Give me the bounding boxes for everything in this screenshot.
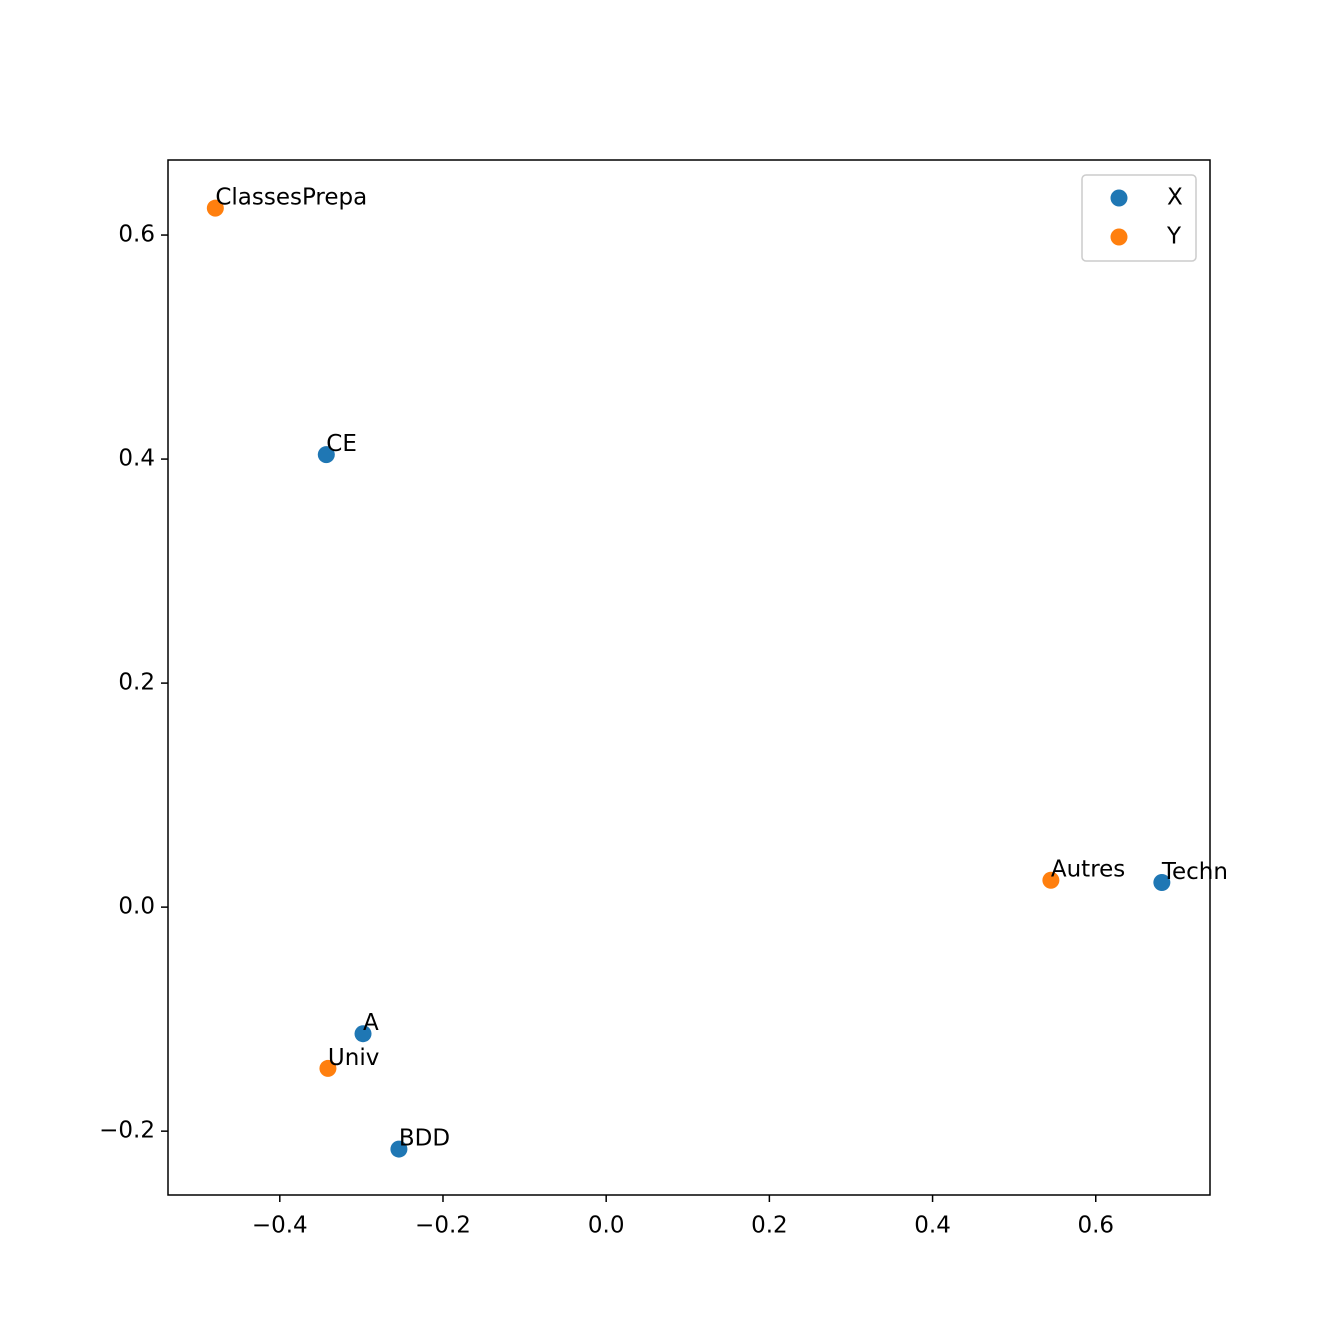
x-tick-label: 0.4 [914, 1213, 951, 1239]
point-label: Techn [1161, 859, 1228, 885]
point-label: A [363, 1010, 379, 1036]
point-label: ClassesPrepa [215, 185, 367, 211]
x-tick-label: 0.6 [1077, 1213, 1114, 1239]
point [206, 199, 224, 217]
y-tick-label: 0.2 [118, 670, 155, 696]
y-tick-label: −0.2 [99, 1118, 155, 1144]
point-label: Univ [328, 1045, 379, 1071]
x-tick-label: 0.2 [751, 1213, 788, 1239]
plot-frame [167, 159, 1211, 1196]
point [354, 1025, 372, 1043]
y-tick-label: 0.0 [118, 894, 155, 920]
legend-box [1081, 174, 1197, 262]
point [1042, 871, 1060, 889]
point [317, 446, 335, 464]
legend-label: Y [1166, 224, 1182, 250]
point-label: CE [326, 431, 357, 457]
point [390, 1140, 408, 1158]
y-tick-label: 0.4 [118, 446, 155, 472]
legend-label: X [1167, 185, 1183, 211]
point [1153, 873, 1171, 891]
y-tick-label: 0.6 [118, 222, 155, 248]
point [319, 1059, 337, 1077]
x-tick-label: −0.2 [415, 1213, 471, 1239]
x-tick-label: 0.0 [588, 1213, 625, 1239]
point-label: BDD [399, 1126, 450, 1152]
point-label: Autres [1051, 857, 1125, 883]
legend-marker [1110, 189, 1128, 207]
x-tick-label: −0.4 [252, 1213, 308, 1239]
legend-marker [1110, 228, 1128, 246]
